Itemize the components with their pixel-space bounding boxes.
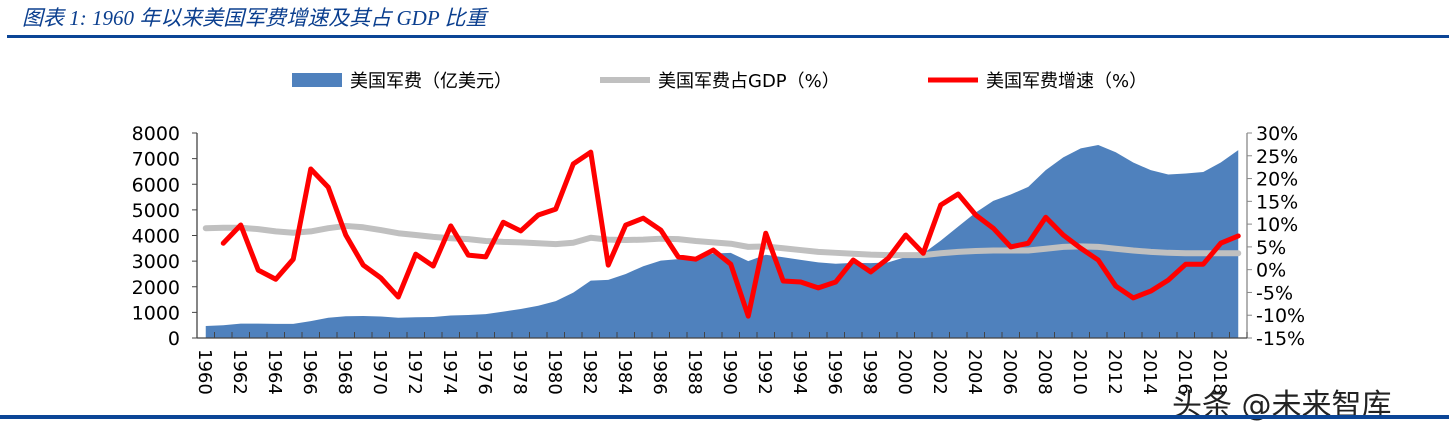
left-axis-tick-label: 6000 (132, 174, 180, 196)
left-axis-tick-label: 4000 (132, 226, 180, 248)
x-axis-tick-label: 1974 (439, 349, 460, 395)
left-axis-tick-label: 0 (168, 328, 180, 350)
series-area-military-spending (205, 145, 1239, 338)
x-axis-tick-label: 2010 (1069, 349, 1090, 395)
left-axis-tick-label: 3000 (132, 251, 180, 273)
axes: 0 1000 2000 3000 4000 5000 6000 7000 8000 -15%-10… (132, 123, 1305, 395)
x-axis-tick-label: 1984 (614, 349, 635, 395)
legend-swatch-area (292, 73, 342, 87)
x-axis-tick-label: 1966 (299, 349, 320, 395)
top-divider (7, 35, 1449, 38)
right-axis-tick-label: 15% (1256, 191, 1298, 213)
x-axis-tick-label: 1960 (194, 349, 215, 395)
x-axis-tick-label: 1980 (544, 349, 565, 395)
x-axis-tick-label: 1978 (509, 349, 530, 395)
x-axis-tick-label: 1996 (824, 349, 845, 395)
right-axis-tick-label: 0% (1256, 260, 1286, 282)
bottom-divider (0, 415, 1449, 419)
x-axis-tick-label: 1988 (684, 349, 705, 395)
x-axis-tick-label: 2014 (1139, 349, 1160, 395)
x-axis-tick-label: 1968 (334, 349, 355, 395)
right-axis-tick-label: 25% (1256, 146, 1298, 168)
right-axis-tick-label: 5% (1256, 237, 1286, 259)
x-axis-tick-label: 2012 (1104, 349, 1125, 395)
series-line-growth (220, 149, 1241, 319)
right-axis-tick-label: -15% (1256, 328, 1305, 350)
x-axis-tick-label: 2004 (964, 349, 985, 395)
x-axis-tick-label: 1964 (264, 349, 285, 395)
right-axis-tick-label: 10% (1256, 214, 1298, 236)
x-axis-tick-label: 1982 (579, 349, 600, 395)
left-axis-tick-label: 1000 (132, 302, 180, 324)
left-axis-tick-label: 7000 (132, 149, 180, 171)
area-layer (205, 145, 1239, 338)
legend: 美国军费（亿美元） 美国军费占GDP（%） 美国军费增速（%） (292, 71, 1147, 92)
x-axis-tick-label: 1992 (754, 349, 775, 395)
left-axis-tick-label: 2000 (132, 277, 180, 299)
legend-label: 美国军费增速（%） (986, 71, 1147, 92)
legend-label: 美国军费（亿美元） (350, 71, 512, 92)
x-axis-tick-label: 1994 (789, 349, 810, 395)
x-axis-tick-label: 1986 (649, 349, 670, 395)
legend-label: 美国军费占GDP（%） (658, 71, 840, 92)
right-axis-tick-label: -10% (1256, 305, 1305, 327)
x-axis-tick-label: 2016 (1174, 349, 1195, 395)
x-axis-tick-label: 1962 (229, 349, 250, 395)
x-axis-tick-label: 2006 (999, 349, 1020, 395)
x-axis-tick-label: 1976 (474, 349, 495, 395)
series-line-gdp-share (202, 222, 1242, 259)
right-axis-tick-label: -5% (1256, 282, 1293, 304)
x-axis-tick-label: 1998 (859, 349, 880, 395)
left-axis-tick-label: 8000 (132, 123, 180, 145)
x-axis-tick-label: 2018 (1209, 349, 1230, 395)
left-axis-tick-label: 5000 (132, 200, 180, 222)
x-axis-tick-label: 2000 (894, 349, 915, 395)
right-axis-tick-label: 30% (1256, 123, 1298, 145)
x-axis-tick-label: 1972 (404, 349, 425, 395)
x-axis-tick-label: 1990 (719, 349, 740, 395)
right-axis-tick-label: 20% (1256, 169, 1298, 191)
x-axis-tick-label: 2008 (1034, 349, 1055, 395)
x-axis-tick-label: 1970 (369, 349, 390, 395)
x-axis-tick-label: 2002 (929, 349, 950, 395)
figure-title: 图表 1: 1960 年以来美国军费增速及其占 GDP 比重 (22, 6, 487, 30)
lines-layer (202, 149, 1242, 319)
